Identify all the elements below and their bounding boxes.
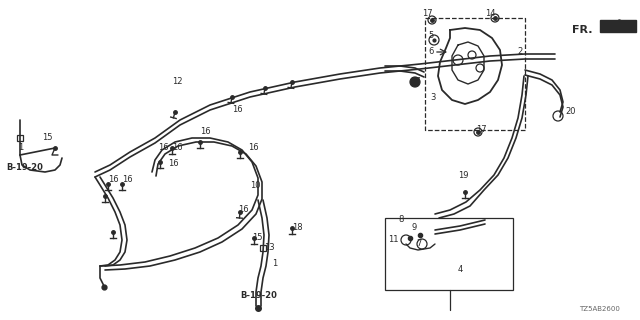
Text: 14: 14 <box>485 10 495 19</box>
Bar <box>17 135 23 141</box>
Text: 2: 2 <box>517 47 522 57</box>
Text: 18: 18 <box>292 223 303 233</box>
Text: 16: 16 <box>238 205 248 214</box>
Bar <box>385 218 513 290</box>
Text: 10: 10 <box>250 180 260 189</box>
Text: 16: 16 <box>200 127 211 137</box>
Text: B-19-20: B-19-20 <box>6 164 43 172</box>
Text: 5: 5 <box>428 31 433 41</box>
Text: TZ5AB2600: TZ5AB2600 <box>579 306 620 312</box>
Circle shape <box>410 77 420 87</box>
Text: 6: 6 <box>428 47 433 57</box>
Text: 16: 16 <box>108 175 118 185</box>
Text: 1: 1 <box>18 143 23 153</box>
Text: 17: 17 <box>422 10 433 19</box>
Text: 1: 1 <box>272 260 277 268</box>
Text: 4: 4 <box>458 266 463 275</box>
Text: 16: 16 <box>158 143 168 153</box>
Text: 7: 7 <box>416 239 421 249</box>
Text: B-19-20: B-19-20 <box>240 292 277 300</box>
Text: 16: 16 <box>122 175 132 185</box>
Polygon shape <box>600 20 636 32</box>
Text: 9: 9 <box>412 223 417 233</box>
Text: 20: 20 <box>565 108 575 116</box>
Text: 17: 17 <box>476 125 486 134</box>
Text: 16: 16 <box>248 143 259 153</box>
Text: 15: 15 <box>42 133 52 142</box>
Text: 16: 16 <box>172 143 182 153</box>
Text: 15: 15 <box>252 234 262 243</box>
Text: 16: 16 <box>168 159 179 169</box>
Text: FR.: FR. <box>572 25 593 35</box>
Text: 8: 8 <box>398 215 403 225</box>
Bar <box>260 245 266 251</box>
Text: 3: 3 <box>430 93 435 102</box>
Text: 11: 11 <box>388 236 399 244</box>
Text: 12: 12 <box>172 77 182 86</box>
Text: 19: 19 <box>458 172 468 180</box>
Text: 16: 16 <box>232 106 243 115</box>
Text: 17: 17 <box>410 77 420 86</box>
Text: 13: 13 <box>264 244 275 252</box>
Bar <box>425 18 525 130</box>
